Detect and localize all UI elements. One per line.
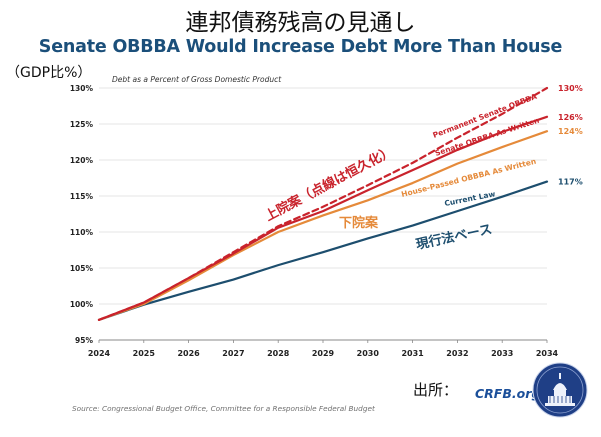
x-tick-label: 2032: [446, 349, 468, 358]
end-value-label-house: 124%: [558, 127, 583, 136]
end-value-label-permanent: 130%: [558, 84, 583, 93]
y-tick-label: 105%: [70, 264, 94, 273]
x-tick-label: 2024: [88, 349, 111, 358]
capitol-icon: [532, 362, 588, 418]
y-tick-label: 120%: [70, 156, 94, 165]
x-tick-label: 2027: [222, 349, 244, 358]
x-tick-label: 2029: [312, 349, 335, 358]
chart-subtitle: Senate OBBBA Would Increase Debt More Th…: [38, 37, 563, 57]
x-tick-label: 2026: [177, 349, 200, 358]
source-citation: Source: Congressional Budget Office, Com…: [72, 404, 375, 413]
gdp-unit-label: （GDP比%）: [6, 65, 92, 81]
x-tick-label: 2025: [133, 349, 156, 358]
annotation-house_jp: 下院案: [339, 215, 379, 231]
annotation-current_jp: 現行法ベース: [415, 221, 494, 253]
series-labels: 130%126%124%117%Permanent Senate OBBBASe…: [262, 84, 582, 253]
y-tick-label: 130%: [70, 84, 94, 93]
axes: 95% 100% 105% 110% 115% 120% 125% 130% 2024 2025 2…: [70, 84, 559, 358]
x-tick-label: 2033: [491, 349, 513, 358]
series-name-label-current: Current Law: [444, 189, 496, 208]
y-tick-label: 115%: [70, 192, 94, 201]
series-line-current: [97, 180, 549, 321]
series-line-permanent: [97, 86, 549, 321]
x-tick-label: 2030: [357, 349, 380, 358]
crfb-capitol-logo: [532, 362, 588, 418]
y-tick-label: 100%: [70, 300, 94, 309]
x-tick-label: 2034: [536, 349, 559, 358]
grid-lines: [99, 87, 547, 341]
series-lines: [97, 86, 549, 321]
crfb-link[interactable]: CRFB.org: [475, 386, 541, 401]
main-title: 連邦債務残高の見通し: [185, 10, 416, 36]
chart-inner-title: Debt as a Percent of Gross Domestic Prod…: [112, 75, 282, 84]
end-value-label-senate: 126%: [558, 113, 583, 122]
x-tick-label: 2031: [401, 349, 424, 358]
end-value-label-current: 117%: [558, 178, 583, 187]
y-tick-label: 110%: [70, 228, 94, 237]
series-line-house: [97, 130, 549, 321]
x-tick-label: 2028: [267, 349, 290, 358]
y-tick-label: 95%: [75, 336, 93, 345]
source-label: 出所：: [413, 381, 459, 399]
y-tick-label: 125%: [70, 120, 94, 129]
